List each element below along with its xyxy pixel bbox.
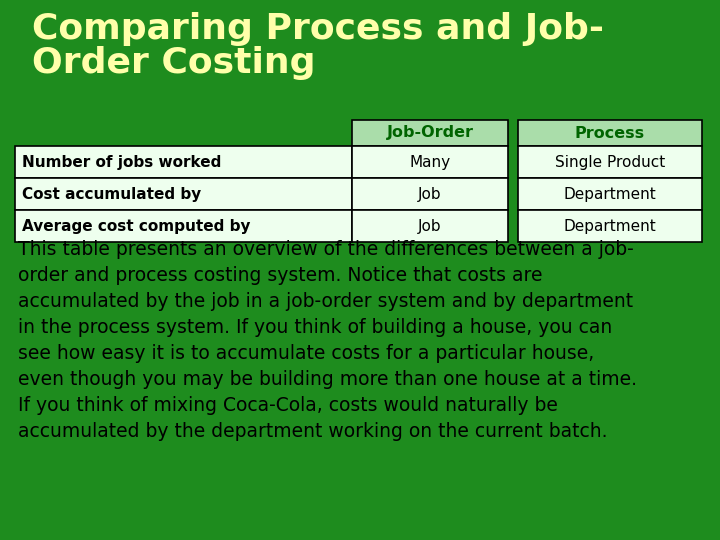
Bar <box>352 178 508 210</box>
Text: Number of jobs worked: Number of jobs worked <box>22 154 221 170</box>
Text: in the process system. If you think of building a house, you can: in the process system. If you think of b… <box>18 318 612 337</box>
Text: Average cost computed by: Average cost computed by <box>22 219 251 233</box>
Bar <box>352 120 508 146</box>
Text: If you think of mixing Coca-Cola, costs would naturally be: If you think of mixing Coca-Cola, costs … <box>18 396 558 415</box>
Text: Comparing Process and Job-: Comparing Process and Job- <box>32 12 604 46</box>
Bar <box>352 146 508 178</box>
Text: Job-Order: Job-Order <box>387 125 474 140</box>
Bar <box>15 178 352 210</box>
Text: This table presents an overview of the differences between a job-: This table presents an overview of the d… <box>18 240 634 259</box>
Text: Job: Job <box>418 186 442 201</box>
Bar <box>518 120 702 146</box>
Text: accumulated by the job in a job-order system and by department: accumulated by the job in a job-order sy… <box>18 292 633 311</box>
Text: Order Costing: Order Costing <box>32 46 315 80</box>
Bar <box>352 210 508 242</box>
Bar <box>518 210 702 242</box>
Text: Department: Department <box>564 186 657 201</box>
Text: Department: Department <box>564 219 657 233</box>
Bar <box>15 146 352 178</box>
Bar <box>518 178 702 210</box>
Bar <box>15 210 352 242</box>
Text: order and process costing system. Notice that costs are: order and process costing system. Notice… <box>18 266 542 285</box>
Text: Single Product: Single Product <box>555 154 665 170</box>
Text: see how easy it is to accumulate costs for a particular house,: see how easy it is to accumulate costs f… <box>18 344 594 363</box>
Text: even though you may be building more than one house at a time.: even though you may be building more tha… <box>18 370 637 389</box>
Text: Cost accumulated by: Cost accumulated by <box>22 186 202 201</box>
Text: Job: Job <box>418 219 442 233</box>
Text: accumulated by the department working on the current batch.: accumulated by the department working on… <box>18 422 608 441</box>
Text: Process: Process <box>575 125 645 140</box>
Bar <box>518 146 702 178</box>
Text: Many: Many <box>410 154 451 170</box>
